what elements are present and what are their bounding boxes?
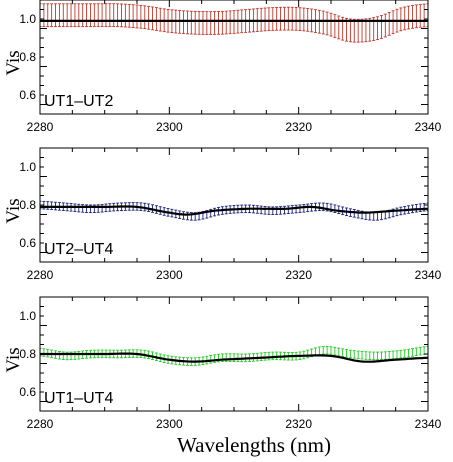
baseline-label: UT1–UT2 <box>44 93 113 110</box>
x-tick-label: 2340 <box>415 417 442 431</box>
plot-area <box>40 3 428 43</box>
y-tick-label: 1.0 <box>19 160 36 174</box>
y-tick-label: 0.6 <box>19 88 36 102</box>
y-tick-label: 0.8 <box>19 50 36 64</box>
y-axis-label: Vis <box>3 50 24 75</box>
y-tick-label: 0.8 <box>19 198 36 212</box>
y-axis-label: Vis <box>3 198 24 223</box>
x-axis-label: Wavelengths (nm) <box>177 433 331 457</box>
x-tick-label: 2340 <box>415 120 442 134</box>
x-tick-label: 2320 <box>285 417 312 431</box>
x-tick-label: 2340 <box>415 268 442 282</box>
panel-2: 2280 2300 2320 2340 0.6 0.8 1.0 Vis UT2–UT4 <box>3 147 442 282</box>
y-tick-label: 0.6 <box>19 236 36 250</box>
x-tick-label: 2280 <box>27 417 54 431</box>
y-tick-label: 0.6 <box>19 385 36 399</box>
x-tick-label: 2280 <box>27 120 54 134</box>
plot-area <box>40 200 428 221</box>
y-axis-label: Vis <box>3 347 24 372</box>
x-tick-label: 2280 <box>27 268 54 282</box>
panel-1: 2280 2300 2320 2340 0.6 0.8 1.0 Vis UT1–UT2 <box>3 0 442 134</box>
x-tick-label: 2320 <box>285 120 312 134</box>
y-tick-label: 1.0 <box>19 309 36 323</box>
x-tick-label: 2300 <box>156 268 183 282</box>
x-tick-label: 2300 <box>156 417 183 431</box>
model-line <box>40 352 428 363</box>
x-tick-label: 2320 <box>285 268 312 282</box>
baseline-label: UT2–UT4 <box>44 241 113 258</box>
baseline-label: UT1–UT4 <box>44 390 113 407</box>
plot-area <box>40 345 428 366</box>
y-tick-label: 0.8 <box>19 347 36 361</box>
y-tick-label: 1.0 <box>19 12 36 26</box>
panel-3: 2280 2300 2320 2340 0.6 0.8 1.0 Vis UT1–UT4 <box>3 296 442 431</box>
model-line <box>40 205 428 216</box>
x-tick-label: 2300 <box>156 120 183 134</box>
